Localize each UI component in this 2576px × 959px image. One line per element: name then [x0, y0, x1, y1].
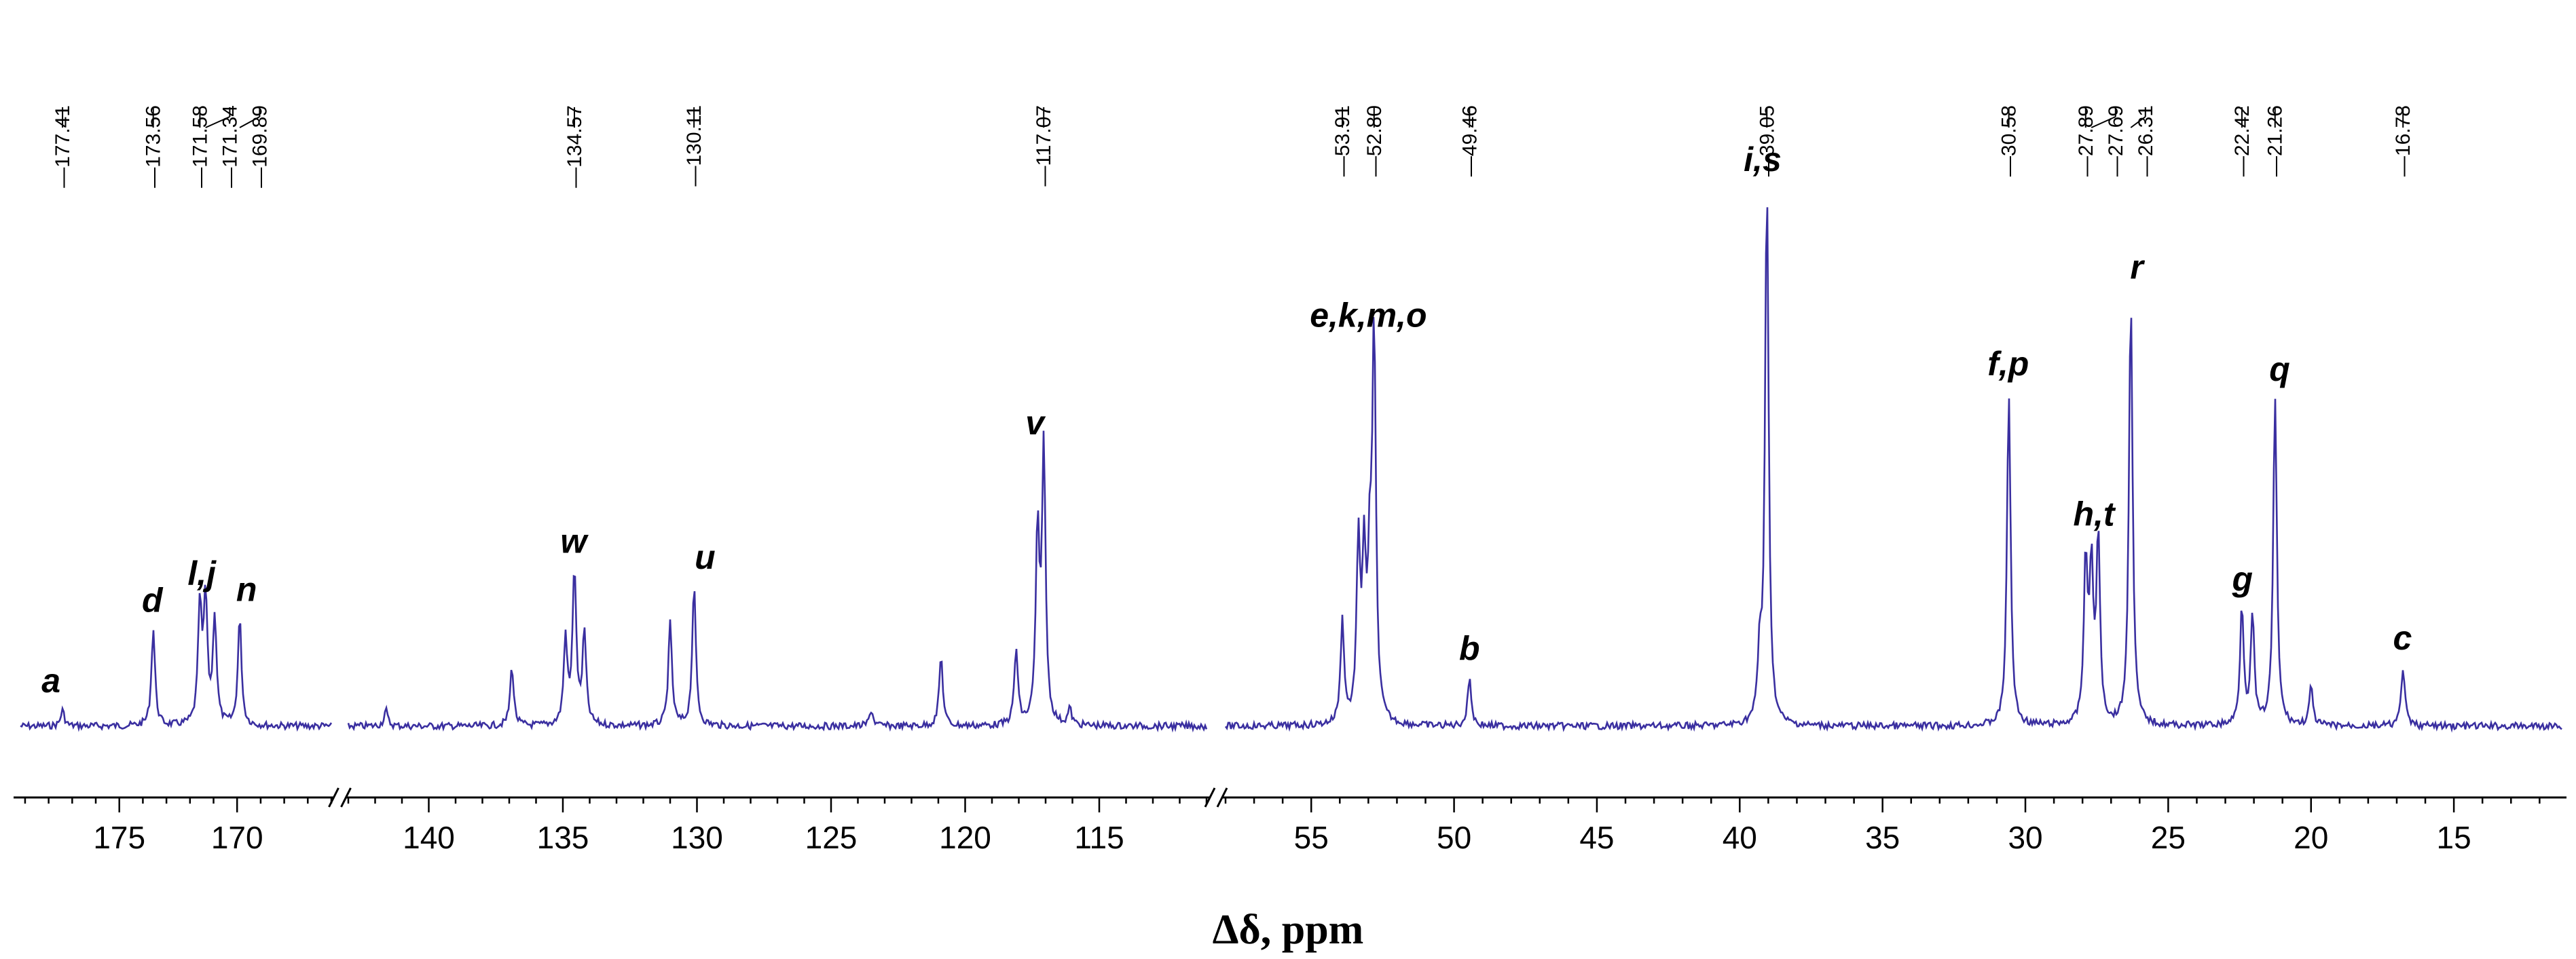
peak-label: —177.41: [52, 105, 74, 188]
assignment-label: l,j: [187, 554, 217, 593]
svg-text:—21.26: —21.26: [2264, 105, 2287, 176]
peak-label: —26.31: [2130, 105, 2157, 176]
peak-label: —169.89: [239, 105, 271, 188]
axis-break-mark: [1204, 787, 1216, 808]
svg-text:—27.89: —27.89: [2075, 105, 2097, 176]
assignment-label: d: [142, 581, 164, 619]
svg-text:—130.11: —130.11: [683, 105, 705, 187]
peak-label: —52.80: [1363, 105, 1386, 176]
spectrum-trace-1: [20, 584, 333, 732]
peak-label: —171.58: [189, 105, 211, 188]
assignment-label: c: [2393, 619, 2412, 657]
axis-break-mark: [1216, 787, 1228, 808]
x-tick-label: 35: [1865, 820, 1900, 855]
x-tick-label: 55: [1294, 820, 1329, 855]
spectrum-trace-2: [347, 430, 1208, 733]
assignment-label: q: [2269, 350, 2290, 388]
peak-label: —134.57: [564, 105, 586, 188]
svg-text:—30.58: —30.58: [1998, 105, 2021, 176]
assignment-label: f,p: [1987, 345, 2029, 383]
assignment-label: v: [1025, 404, 1046, 442]
svg-text:—169.89: —169.89: [249, 105, 271, 188]
x-tick-label: 45: [1579, 820, 1614, 855]
x-tick-label: 50: [1437, 820, 1471, 855]
peak-label: —27.89: [2075, 105, 2097, 176]
peak-label: —21.26: [2264, 105, 2287, 176]
assignment-label: a: [41, 662, 60, 700]
svg-text:—171.58: —171.58: [189, 105, 211, 188]
x-tick-label: 130: [671, 820, 723, 855]
svg-text:—39.05: —39.05: [1756, 105, 1778, 176]
peak-assignments: a d l,j n w u v e,k,m,o b i,s f,p h,t r g q c: [41, 140, 2412, 700]
peak-label: —30.58: [1998, 105, 2021, 176]
svg-text:—173.56: —173.56: [143, 105, 165, 188]
x-tick-label: 135: [537, 820, 589, 855]
assignment-label: h,t: [2073, 495, 2116, 533]
peak-label: —53.91: [1331, 105, 1354, 176]
x-tick-label: 15: [2437, 820, 2471, 855]
svg-text:—171.34: —171.34: [219, 105, 241, 188]
svg-text:—22.42: —22.42: [2231, 105, 2253, 176]
assignment-label: w: [560, 522, 589, 560]
svg-text:—49.46: —49.46: [1458, 105, 1481, 176]
svg-text:—53.91: —53.91: [1331, 105, 1354, 176]
peak-label: —22.42: [2231, 105, 2253, 176]
peak-label: —130.11: [683, 105, 705, 187]
peak-label: —171.34: [205, 105, 241, 188]
x-tick-label: 115: [1074, 820, 1124, 855]
x-tick-label: 175: [93, 820, 145, 855]
peak-label: —27.69: [2091, 105, 2127, 176]
assignment-label: n: [236, 571, 257, 609]
assignment-label: r: [2130, 248, 2145, 286]
x-axis-title: Δδ, ppm: [1213, 907, 1364, 953]
x-tick-label: 20: [2294, 820, 2328, 855]
assignment-label: e,k,m,o: [1310, 297, 1427, 335]
x-tick-label: 120: [939, 820, 991, 855]
x-tick-label: 125: [805, 820, 858, 855]
svg-text:—52.80: —52.80: [1363, 105, 1386, 176]
x-tick-label: 40: [1723, 820, 1757, 855]
svg-text:—16.78: —16.78: [2392, 105, 2414, 176]
spectrum-trace-3: [1224, 207, 2562, 733]
x-tick-label: 140: [403, 820, 455, 855]
assignment-label: i,s: [1744, 140, 1782, 178]
x-tick-label: 170: [211, 820, 263, 855]
x-tick-label: 25: [2151, 820, 2186, 855]
axis-break-mark: [328, 787, 339, 808]
x-tick-label: 30: [2008, 820, 2042, 855]
peak-position-labels: —177.41 —173.56 —171.58 —171.34 —169.89 —134.…: [52, 105, 2414, 188]
svg-text:—177.41: —177.41: [52, 105, 74, 188]
spectrum-traces: [20, 207, 2562, 733]
svg-text:—26.31: —26.31: [2135, 105, 2157, 176]
svg-text:—117.07: —117.07: [1033, 105, 1055, 187]
peak-label: —117.07: [1033, 105, 1055, 187]
assignment-label: b: [1459, 630, 1480, 668]
peak-label: —39.05: [1756, 105, 1778, 176]
svg-text:—27.69: —27.69: [2105, 105, 2127, 176]
assignment-label: g: [2232, 560, 2253, 598]
peak-label: —16.78: [2392, 105, 2414, 176]
x-axis: 175 170 140 135 130 125 120 115 55 50 45 40 35 30 25 20…: [14, 787, 2566, 855]
peak-label: —173.56: [143, 105, 165, 188]
peak-label: —49.46: [1458, 105, 1481, 176]
assignment-label: u: [695, 538, 716, 576]
axis-break-mark: [340, 787, 352, 808]
svg-text:—134.57: —134.57: [564, 105, 586, 188]
